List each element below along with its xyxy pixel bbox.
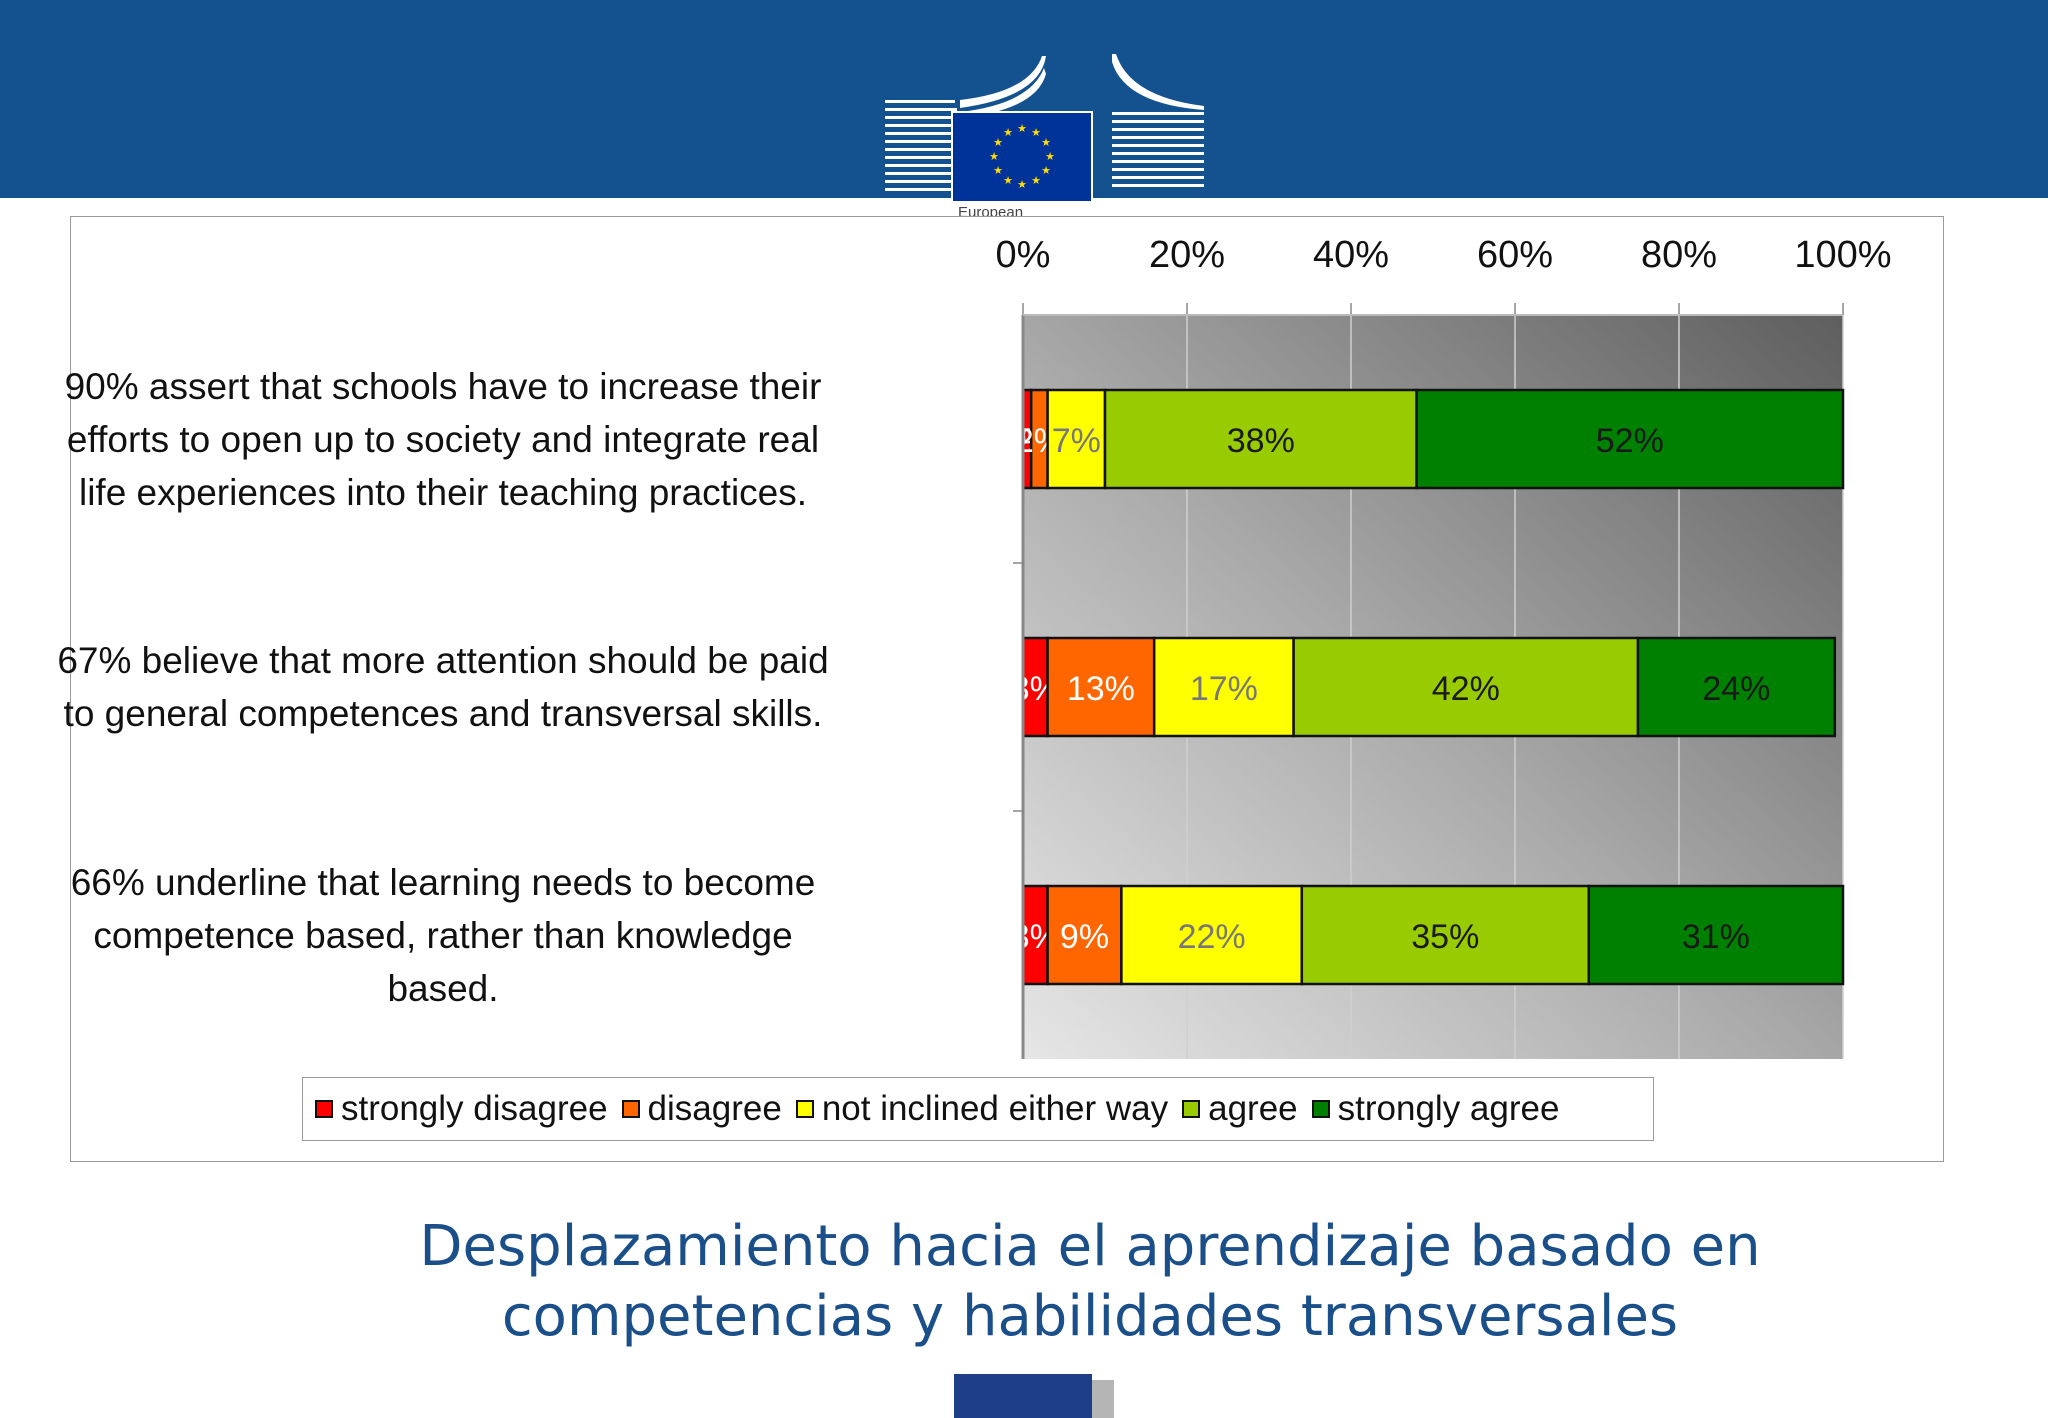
legend-label: disagree bbox=[647, 1089, 782, 1128]
bar-strongly-agree bbox=[1415, 388, 1845, 490]
chart-frame: 1% 2% 7% 38% 52% 3% 13% 17% 42% 24% 3% 9% 22% 35% 31% … bbox=[57, 216, 1944, 1162]
slide-title-line-2: competencias y habilidades transversales bbox=[501, 1284, 1679, 1349]
slide-title-line-1: Desplazamiento hacia el aprendizaje basa… bbox=[419, 1214, 1761, 1279]
bar-not-inclined-either-way bbox=[1046, 388, 1107, 490]
category-label: 66% underline that learning needs to bec… bbox=[3, 856, 883, 1015]
svg-text:★: ★ bbox=[1003, 174, 1013, 187]
stacked-bar-chart: 1%2%7% 38% 52%3% 13% 17% 42% 24%3% 9% 22% 35% 31% … bbox=[996, 234, 1892, 1059]
bar-strongly-disagree bbox=[1021, 636, 1049, 738]
bar-data-label: 13% bbox=[1067, 670, 1135, 708]
category-label-line: 66% underline that learning needs to bec… bbox=[70, 861, 816, 903]
legend-item: strongly agree bbox=[1311, 1089, 1560, 1129]
bar-data-label: 38% bbox=[1227, 422, 1295, 460]
bar-data-label: 35% bbox=[1411, 918, 1479, 956]
legend-swatch bbox=[1182, 1100, 1201, 1118]
x-tick-label: 80% bbox=[1641, 234, 1717, 276]
x-tick-label: 20% bbox=[1149, 234, 1225, 276]
legend-item: strongly disagree bbox=[315, 1089, 608, 1129]
legend-item: disagree bbox=[621, 1089, 782, 1129]
bar-data-label: 7% bbox=[1052, 422, 1101, 460]
legend-label: not inclined either way bbox=[821, 1089, 1169, 1128]
svg-text:★: ★ bbox=[993, 164, 1003, 177]
legend-swatch bbox=[795, 1100, 814, 1118]
bar-data-label: 17% bbox=[1190, 670, 1258, 708]
bar-strongly-agree bbox=[1636, 636, 1837, 738]
category-label-line: 90% assert that schools have to increase… bbox=[64, 365, 822, 407]
svg-text:★: ★ bbox=[1017, 122, 1027, 135]
svg-text:★: ★ bbox=[1031, 174, 1041, 187]
category-label-line: life experiences into their teaching pra… bbox=[78, 471, 808, 513]
bar-data-label: 52% bbox=[1596, 422, 1664, 460]
x-tick-label: 60% bbox=[1477, 234, 1553, 276]
category-label-line: 67% believe that more attention should b… bbox=[57, 640, 829, 681]
european-commission-logo: ★ ★★ ★★★ ★★★ ★★★ bbox=[885, 54, 1204, 203]
logo-text: European bbox=[958, 204, 1024, 218]
svg-text:★: ★ bbox=[1041, 164, 1051, 177]
svg-text:★: ★ bbox=[1003, 126, 1013, 139]
legend-swatch bbox=[315, 1100, 333, 1118]
bar-data-label: 31% bbox=[1682, 918, 1750, 956]
bar-not-inclined-either-way bbox=[1152, 636, 1295, 738]
footer-block bbox=[954, 1374, 1092, 1418]
category-label-line: competence based, rather than knowledge bbox=[93, 914, 793, 956]
svg-text:★: ★ bbox=[1041, 136, 1051, 149]
legend-label: agree bbox=[1208, 1089, 1298, 1128]
x-tick-label: 0% bbox=[996, 234, 1051, 276]
category-label-line: efforts to open up to society and integr… bbox=[66, 418, 820, 460]
x-tick-label: 40% bbox=[1313, 234, 1389, 276]
bar-disagree bbox=[1046, 884, 1123, 986]
slide-title: Desplazamiento hacia el aprendizaje basa… bbox=[340, 1212, 1840, 1352]
svg-text:★: ★ bbox=[993, 136, 1003, 149]
legend-item: not inclined either way bbox=[795, 1089, 1169, 1129]
legend-swatch bbox=[621, 1100, 640, 1118]
category-label: 90% assert that schools have to increase… bbox=[3, 360, 883, 519]
bar-disagree bbox=[1046, 636, 1156, 738]
legend-label: strongly disagree bbox=[341, 1089, 608, 1128]
bar-data-label: 42% bbox=[1432, 670, 1500, 708]
bar-data-label: 22% bbox=[1178, 918, 1246, 956]
legend: strongly disagree disagree not inclined ei… bbox=[302, 1077, 1654, 1141]
legend-label: strongly agree bbox=[1337, 1089, 1560, 1128]
bar-agree bbox=[1292, 636, 1640, 738]
svg-text:★: ★ bbox=[989, 150, 999, 163]
bar-data-label: 24% bbox=[1702, 670, 1770, 708]
svg-text:★: ★ bbox=[1031, 126, 1041, 139]
footer-block-shadow bbox=[1092, 1380, 1114, 1418]
x-tick-label: 100% bbox=[1794, 234, 1891, 276]
legend-item: agree bbox=[1182, 1089, 1298, 1129]
category-label-line: based. bbox=[387, 967, 499, 1009]
category-label-line: to general competences and transversal s… bbox=[63, 693, 823, 734]
bar-agree bbox=[1103, 388, 1418, 490]
svg-text:★: ★ bbox=[1017, 178, 1027, 191]
svg-text:★: ★ bbox=[1045, 150, 1055, 163]
category-label: 67% believe that more attention should b… bbox=[3, 634, 883, 740]
bar-strongly-agree bbox=[1587, 884, 1845, 986]
bar-data-label: 9% bbox=[1060, 918, 1109, 956]
legend-swatch bbox=[1311, 1100, 1330, 1118]
